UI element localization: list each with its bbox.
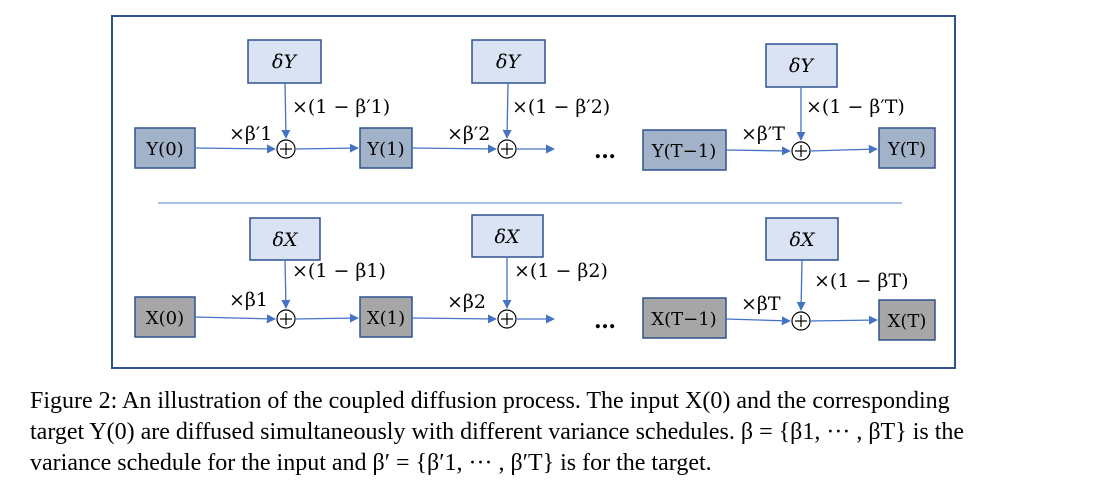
- y-noise-label-2: δY: [496, 51, 522, 73]
- y-arrow-1-sum2: [411, 144, 497, 154]
- x-mix-label-T: ×(1 − βT): [814, 270, 909, 292]
- y-state-label-2: Y(T−1): [651, 141, 716, 162]
- y-mix-label-1: ×(1 − β′1): [292, 96, 390, 118]
- x-sum-node-2: [497, 309, 517, 329]
- y-row: Y(0) Y(1) Y(T−1) Y(T) δY δY δY: [134, 39, 936, 171]
- y-mix-label-T: ×(1 − β′T): [806, 96, 905, 118]
- x-scale-label-2: ×β2: [447, 291, 486, 313]
- y-arrow-Tm1-sumT: [725, 146, 791, 156]
- x-arrow-noiseT-sumT: [796, 259, 806, 311]
- x-state-label-3: X(T): [888, 311, 927, 332]
- x-state-box-1: [359, 296, 413, 338]
- y-sum-node-T: [791, 141, 811, 161]
- x-arrow-noise1-sum1: [281, 259, 291, 309]
- y-scale-label-1: ×β′1: [229, 123, 272, 145]
- y-scale-label-2: ×β′2: [447, 123, 490, 145]
- y-mix-label-2: ×(1 − β′2): [512, 96, 610, 118]
- x-mix-label-1: ×(1 − β1): [292, 260, 386, 282]
- y-noise-box-1: [247, 39, 322, 84]
- x-state-label-1: X(1): [367, 308, 405, 329]
- x-state-box-2: [642, 297, 727, 339]
- x-state-box-3: [878, 299, 936, 341]
- caption-line-1: Figure 2: An illustration of the coupled…: [30, 388, 950, 414]
- figure-caption: Figure 2: An illustration of the coupled…: [30, 386, 1080, 479]
- x-arrow-sum1-1: [294, 313, 359, 323]
- y-arrow-sum1-1: [294, 143, 359, 153]
- x-arrow-Tm1-sumT: [725, 316, 791, 326]
- x-state-label-0: X(0): [146, 308, 184, 329]
- x-noise-label-T: δX: [790, 229, 816, 251]
- x-noise-box-2: [471, 214, 544, 258]
- y-state-box-2: [642, 129, 727, 171]
- caption-line-2: target Y(0) are diffused simultaneously …: [30, 419, 965, 445]
- x-ellipsis: …: [594, 308, 616, 334]
- y-state-label-3: Y(T): [887, 139, 926, 160]
- coupled-diffusion-diagram: Y(0) Y(1) Y(T−1) Y(T) δY δY δY: [111, 15, 956, 369]
- y-noise-label-1: δY: [272, 51, 298, 73]
- caption-line-3: variance schedule for the input and β′ =…: [30, 450, 712, 476]
- x-sum-node-T: [791, 311, 811, 331]
- y-state-label-0: Y(0): [145, 139, 183, 160]
- y-ellipsis: …: [594, 138, 616, 164]
- x-noise-box-T: [765, 217, 839, 261]
- y-noise-box-2: [471, 39, 546, 84]
- y-noise-label-T: δY: [789, 55, 815, 77]
- y-arrow-sumT-T: [809, 144, 878, 154]
- y-state-box-3: [878, 127, 936, 169]
- x-state-box-0: [134, 296, 196, 338]
- x-state-label-2: X(T−1): [651, 309, 716, 330]
- y-state-box-0: [134, 127, 196, 169]
- y-sum-node-2: [497, 139, 517, 159]
- x-arrow-sumT-T: [809, 315, 878, 325]
- y-noise-box-T: [765, 43, 838, 88]
- x-scale-label-T: ×βT: [741, 293, 781, 315]
- x-noise-label-2: δX: [495, 226, 521, 248]
- x-scale-label-1: ×β1: [229, 289, 268, 311]
- x-row: X(0) X(1) X(T−1) X(T) δX δX δX: [134, 214, 936, 341]
- x-noise-label-1: δX: [273, 229, 299, 251]
- x-arrow-1-sum2: [411, 314, 497, 324]
- y-state-label-1: Y(1): [366, 139, 404, 160]
- x-arrow-0-sum1: [194, 314, 276, 324]
- x-sum-node-1: [276, 309, 296, 329]
- y-sum-node-1: [276, 139, 296, 159]
- y-arrow-noise1-sum1: [281, 82, 291, 139]
- x-mix-label-2: ×(1 − β2): [514, 260, 608, 282]
- y-scale-label-T: ×β′T: [741, 123, 785, 145]
- diagram-frame: [111, 15, 956, 369]
- y-arrow-0-sum1: [194, 144, 276, 154]
- y-arrow-noise2-sum2: [502, 82, 512, 139]
